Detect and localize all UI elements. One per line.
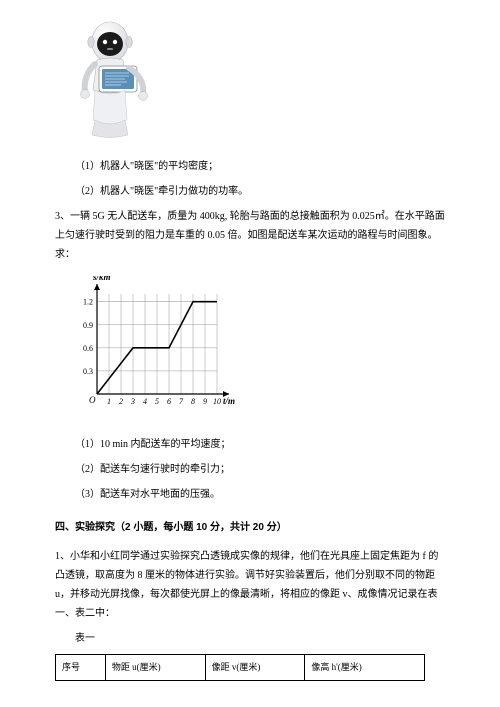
table-header: 序号 [56, 655, 106, 681]
section-4-title: 四、实验探究（2 小题，每小题 10 分，共计 20 分） [55, 518, 445, 537]
svg-text:7: 7 [179, 397, 184, 406]
svg-text:3: 3 [130, 397, 135, 406]
svg-text:t/min: t/min [223, 396, 235, 406]
distance-time-chart: 123456789 10 0.3 0.6 0.9 1.2 Os/km t/min [65, 276, 445, 423]
table-header: 物距 u(厘米) [105, 655, 205, 681]
svg-text:9: 9 [203, 397, 207, 406]
q1-part1: （1）机器人"晓医"的平均密度； [55, 157, 445, 176]
q4-intro: 1、小华和小红同学通过实验探究凸透镜成实像的规律，他们在光具座上固定焦距为 f … [55, 547, 445, 623]
q3-intro: 3、一辆 5G 无人配送车，质量为 400kg, 轮胎与路面的总接触面积为 0.… [55, 207, 445, 264]
svg-text:1.2: 1.2 [83, 298, 93, 307]
svg-text:O: O [89, 395, 96, 405]
table-row: 序号 物距 u(厘米) 像距 v(厘米) 像高 h'(厘米) [56, 655, 425, 681]
robot-figure [65, 20, 445, 147]
svg-text:0.9: 0.9 [83, 321, 93, 330]
table-1: 序号 物距 u(厘米) 像距 v(厘米) 像高 h'(厘米) [55, 654, 425, 681]
svg-text:2: 2 [119, 397, 123, 406]
svg-text:5: 5 [155, 397, 159, 406]
svg-text:8: 8 [191, 397, 195, 406]
chart-svg: 123456789 10 0.3 0.6 0.9 1.2 Os/km t/min [65, 276, 235, 416]
svg-text:0.6: 0.6 [83, 344, 93, 353]
svg-text:s/km: s/km [92, 276, 111, 282]
q3-part2: （2）配送车匀速行驶时的牵引力； [55, 460, 445, 479]
svg-text:1: 1 [107, 397, 111, 406]
svg-text:0.3: 0.3 [83, 367, 93, 376]
table1-caption: 表一 [55, 629, 445, 648]
robot-svg [65, 20, 165, 140]
svg-text:6: 6 [167, 397, 171, 406]
svg-text:4: 4 [143, 397, 147, 406]
svg-text:10: 10 [213, 397, 221, 406]
table-header: 像距 v(厘米) [205, 655, 305, 681]
q3-part3: （3）配送车对水平地面的压强。 [55, 485, 445, 504]
q1-part2: （2）机器人"晓医"牵引力做功的功率。 [55, 182, 445, 201]
table-header: 像高 h'(厘米) [305, 655, 425, 681]
q3-part1: （1）10 min 内配送车的平均速度； [55, 435, 445, 454]
